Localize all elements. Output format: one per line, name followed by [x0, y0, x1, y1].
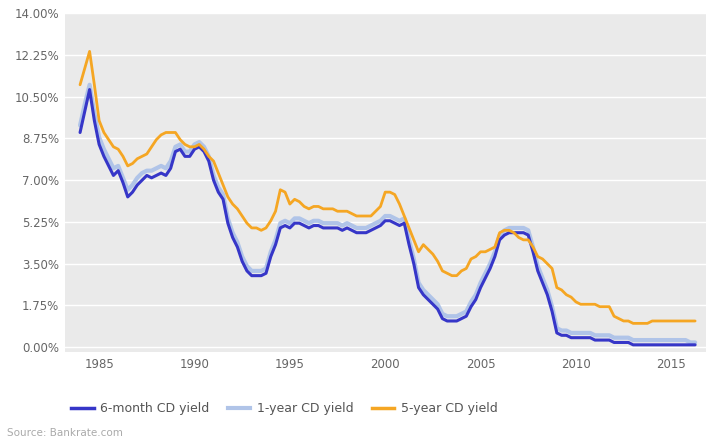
- Text: Source: Bankrate.com: Source: Bankrate.com: [7, 428, 123, 438]
- Legend: 6-month CD yield, 1-year CD yield, 5-year CD yield: 6-month CD yield, 1-year CD yield, 5-yea…: [71, 402, 498, 415]
